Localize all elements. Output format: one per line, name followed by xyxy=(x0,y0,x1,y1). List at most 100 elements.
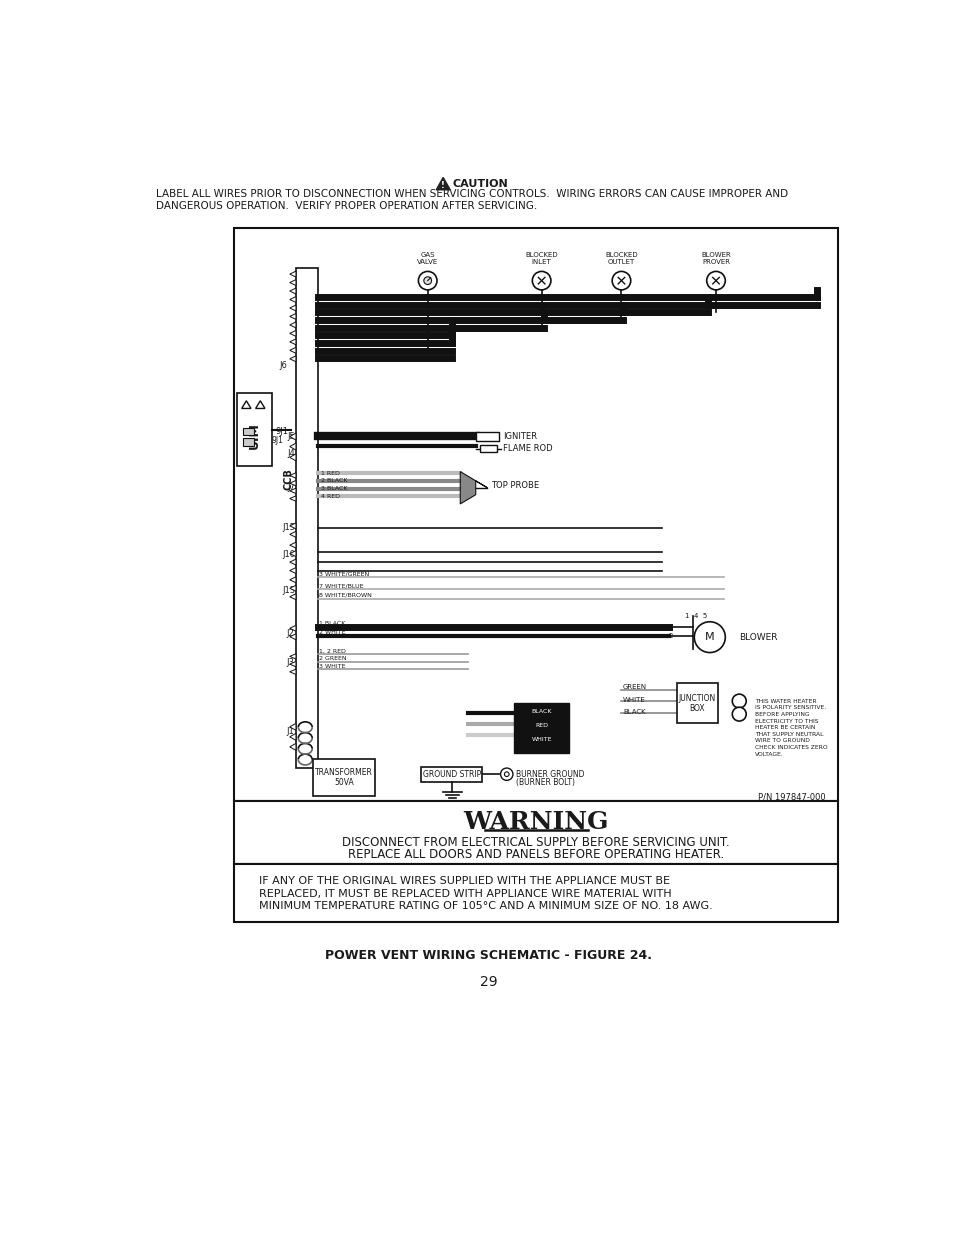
Polygon shape xyxy=(290,443,295,450)
Text: J13: J13 xyxy=(282,587,295,595)
Text: MINIMUM TEMPERATURE RATING OF 105°C AND A MINIMUM SIZE OF NO. 18 AWG.: MINIMUM TEMPERATURE RATING OF 105°C AND … xyxy=(258,900,712,911)
Text: IF ANY OF THE ORIGINAL WIRES SUPPLIED WITH THE APPLIANCE MUST BE: IF ANY OF THE ORIGINAL WIRES SUPPLIED WI… xyxy=(258,877,669,887)
Text: DANGEROUS OPERATION.  VERIFY PROPER OPERATION AFTER SERVICING.: DANGEROUS OPERATION. VERIFY PROPER OPERA… xyxy=(156,201,537,211)
Polygon shape xyxy=(290,568,295,573)
Text: GREEN: GREEN xyxy=(622,684,646,690)
Polygon shape xyxy=(290,551,295,557)
Polygon shape xyxy=(290,634,295,640)
Text: 7 WHITE/BLUE: 7 WHITE/BLUE xyxy=(319,584,363,589)
Polygon shape xyxy=(290,314,295,320)
Text: P/N 197847-000: P/N 197847-000 xyxy=(758,793,825,802)
Text: 3 BLACK: 3 BLACK xyxy=(320,487,347,492)
Text: REPLACE ALL DOORS AND PANELS BEFORE OPERATING HEATER.: REPLACE ALL DOORS AND PANELS BEFORE OPER… xyxy=(348,847,723,861)
Polygon shape xyxy=(290,272,295,277)
Circle shape xyxy=(732,694,745,708)
Bar xyxy=(233,227,838,802)
Text: 1 RED: 1 RED xyxy=(320,471,339,475)
Polygon shape xyxy=(290,496,295,501)
Text: REPLACED, IT MUST BE REPLACED WITH APPLIANCE WIRE MATERIAL WITH: REPLACED, IT MUST BE REPLACED WITH APPLI… xyxy=(258,888,671,899)
Circle shape xyxy=(732,708,745,721)
Text: N: N xyxy=(735,697,742,705)
Text: BLOCKED
OUTLET: BLOCKED OUTLET xyxy=(604,252,638,266)
Text: 9J1: 9J1 xyxy=(275,427,288,436)
Bar xyxy=(514,703,568,752)
Text: 3 WHITE/GREEN: 3 WHITE/GREEN xyxy=(319,572,369,577)
Circle shape xyxy=(418,272,436,290)
Bar xyxy=(243,427,253,436)
Polygon shape xyxy=(290,585,295,592)
Text: BLOWER: BLOWER xyxy=(739,632,777,642)
Bar xyxy=(479,446,497,452)
Polygon shape xyxy=(290,724,295,730)
Polygon shape xyxy=(290,453,295,461)
Text: IGNITER: IGNITER xyxy=(502,432,537,441)
Text: RED: RED xyxy=(535,724,548,729)
Text: FLAME ROD: FLAME ROD xyxy=(502,445,552,453)
Polygon shape xyxy=(290,356,295,362)
Circle shape xyxy=(694,621,724,652)
Bar xyxy=(421,767,481,782)
Polygon shape xyxy=(290,542,295,548)
Text: M: M xyxy=(704,632,714,642)
Circle shape xyxy=(500,768,513,781)
Text: BLOCKED
INLET: BLOCKED INLET xyxy=(525,252,558,266)
Bar xyxy=(677,683,717,724)
Polygon shape xyxy=(290,322,295,327)
Polygon shape xyxy=(290,625,295,631)
Circle shape xyxy=(706,272,724,290)
Text: GROUND STRIP: GROUND STRIP xyxy=(422,769,480,779)
Text: 29: 29 xyxy=(479,976,497,989)
Polygon shape xyxy=(436,178,450,190)
Bar xyxy=(313,758,375,795)
Polygon shape xyxy=(290,480,295,485)
Polygon shape xyxy=(290,279,295,285)
Text: J15: J15 xyxy=(282,522,295,531)
Text: WARNING: WARNING xyxy=(463,810,608,834)
Text: WHITE: WHITE xyxy=(531,737,551,742)
Text: 1, 2 RED: 1, 2 RED xyxy=(319,648,346,653)
Text: BLACK: BLACK xyxy=(622,709,645,715)
Polygon shape xyxy=(290,473,295,478)
Polygon shape xyxy=(290,662,295,667)
Polygon shape xyxy=(290,559,295,566)
Circle shape xyxy=(423,277,431,284)
Text: 4 RED: 4 RED xyxy=(320,494,339,499)
Polygon shape xyxy=(290,522,295,529)
Circle shape xyxy=(612,272,630,290)
Text: !: ! xyxy=(441,180,445,190)
Text: 2 WHITE: 2 WHITE xyxy=(319,630,345,635)
Text: BLACK: BLACK xyxy=(531,709,551,714)
Text: 1  4  5: 1 4 5 xyxy=(684,614,706,620)
Bar xyxy=(295,268,317,768)
Text: LABEL ALL WIRES PRIOR TO DISCONNECTION WHEN SERVICING CONTROLS.  WIRING ERRORS C: LABEL ALL WIRES PRIOR TO DISCONNECTION W… xyxy=(156,189,788,199)
Polygon shape xyxy=(290,594,295,600)
Text: 1 BLACK: 1 BLACK xyxy=(319,621,345,626)
Polygon shape xyxy=(290,531,295,537)
Polygon shape xyxy=(290,296,295,303)
Text: L: L xyxy=(736,710,741,719)
Circle shape xyxy=(532,272,550,290)
Polygon shape xyxy=(290,653,295,659)
Polygon shape xyxy=(290,433,295,440)
Text: 2 GREEN: 2 GREEN xyxy=(319,656,347,661)
Text: UIM: UIM xyxy=(248,422,261,450)
Bar xyxy=(233,802,838,864)
Polygon shape xyxy=(290,338,295,345)
Polygon shape xyxy=(459,472,487,504)
Text: J4: J4 xyxy=(287,450,294,458)
Text: J3: J3 xyxy=(286,658,294,667)
Text: JUNCTION
BOX: JUNCTION BOX xyxy=(679,694,716,713)
Text: J7: J7 xyxy=(287,483,294,492)
Text: GAS
VALVE: GAS VALVE xyxy=(416,252,437,266)
Bar xyxy=(233,864,838,923)
Polygon shape xyxy=(290,743,295,751)
Circle shape xyxy=(504,772,509,777)
Text: POWER VENT WIRING SCHEMATIC - FIGURE 24.: POWER VENT WIRING SCHEMATIC - FIGURE 24. xyxy=(325,948,652,962)
Text: 2: 2 xyxy=(668,632,673,638)
Text: 3 WHITE: 3 WHITE xyxy=(319,663,345,668)
Text: BURNER GROUND: BURNER GROUND xyxy=(516,769,584,779)
Polygon shape xyxy=(290,347,295,353)
Polygon shape xyxy=(290,331,295,336)
Text: TRANSFORMER
50VA: TRANSFORMER 50VA xyxy=(314,768,373,787)
Text: (BURNER BOLT): (BURNER BOLT) xyxy=(516,778,575,787)
